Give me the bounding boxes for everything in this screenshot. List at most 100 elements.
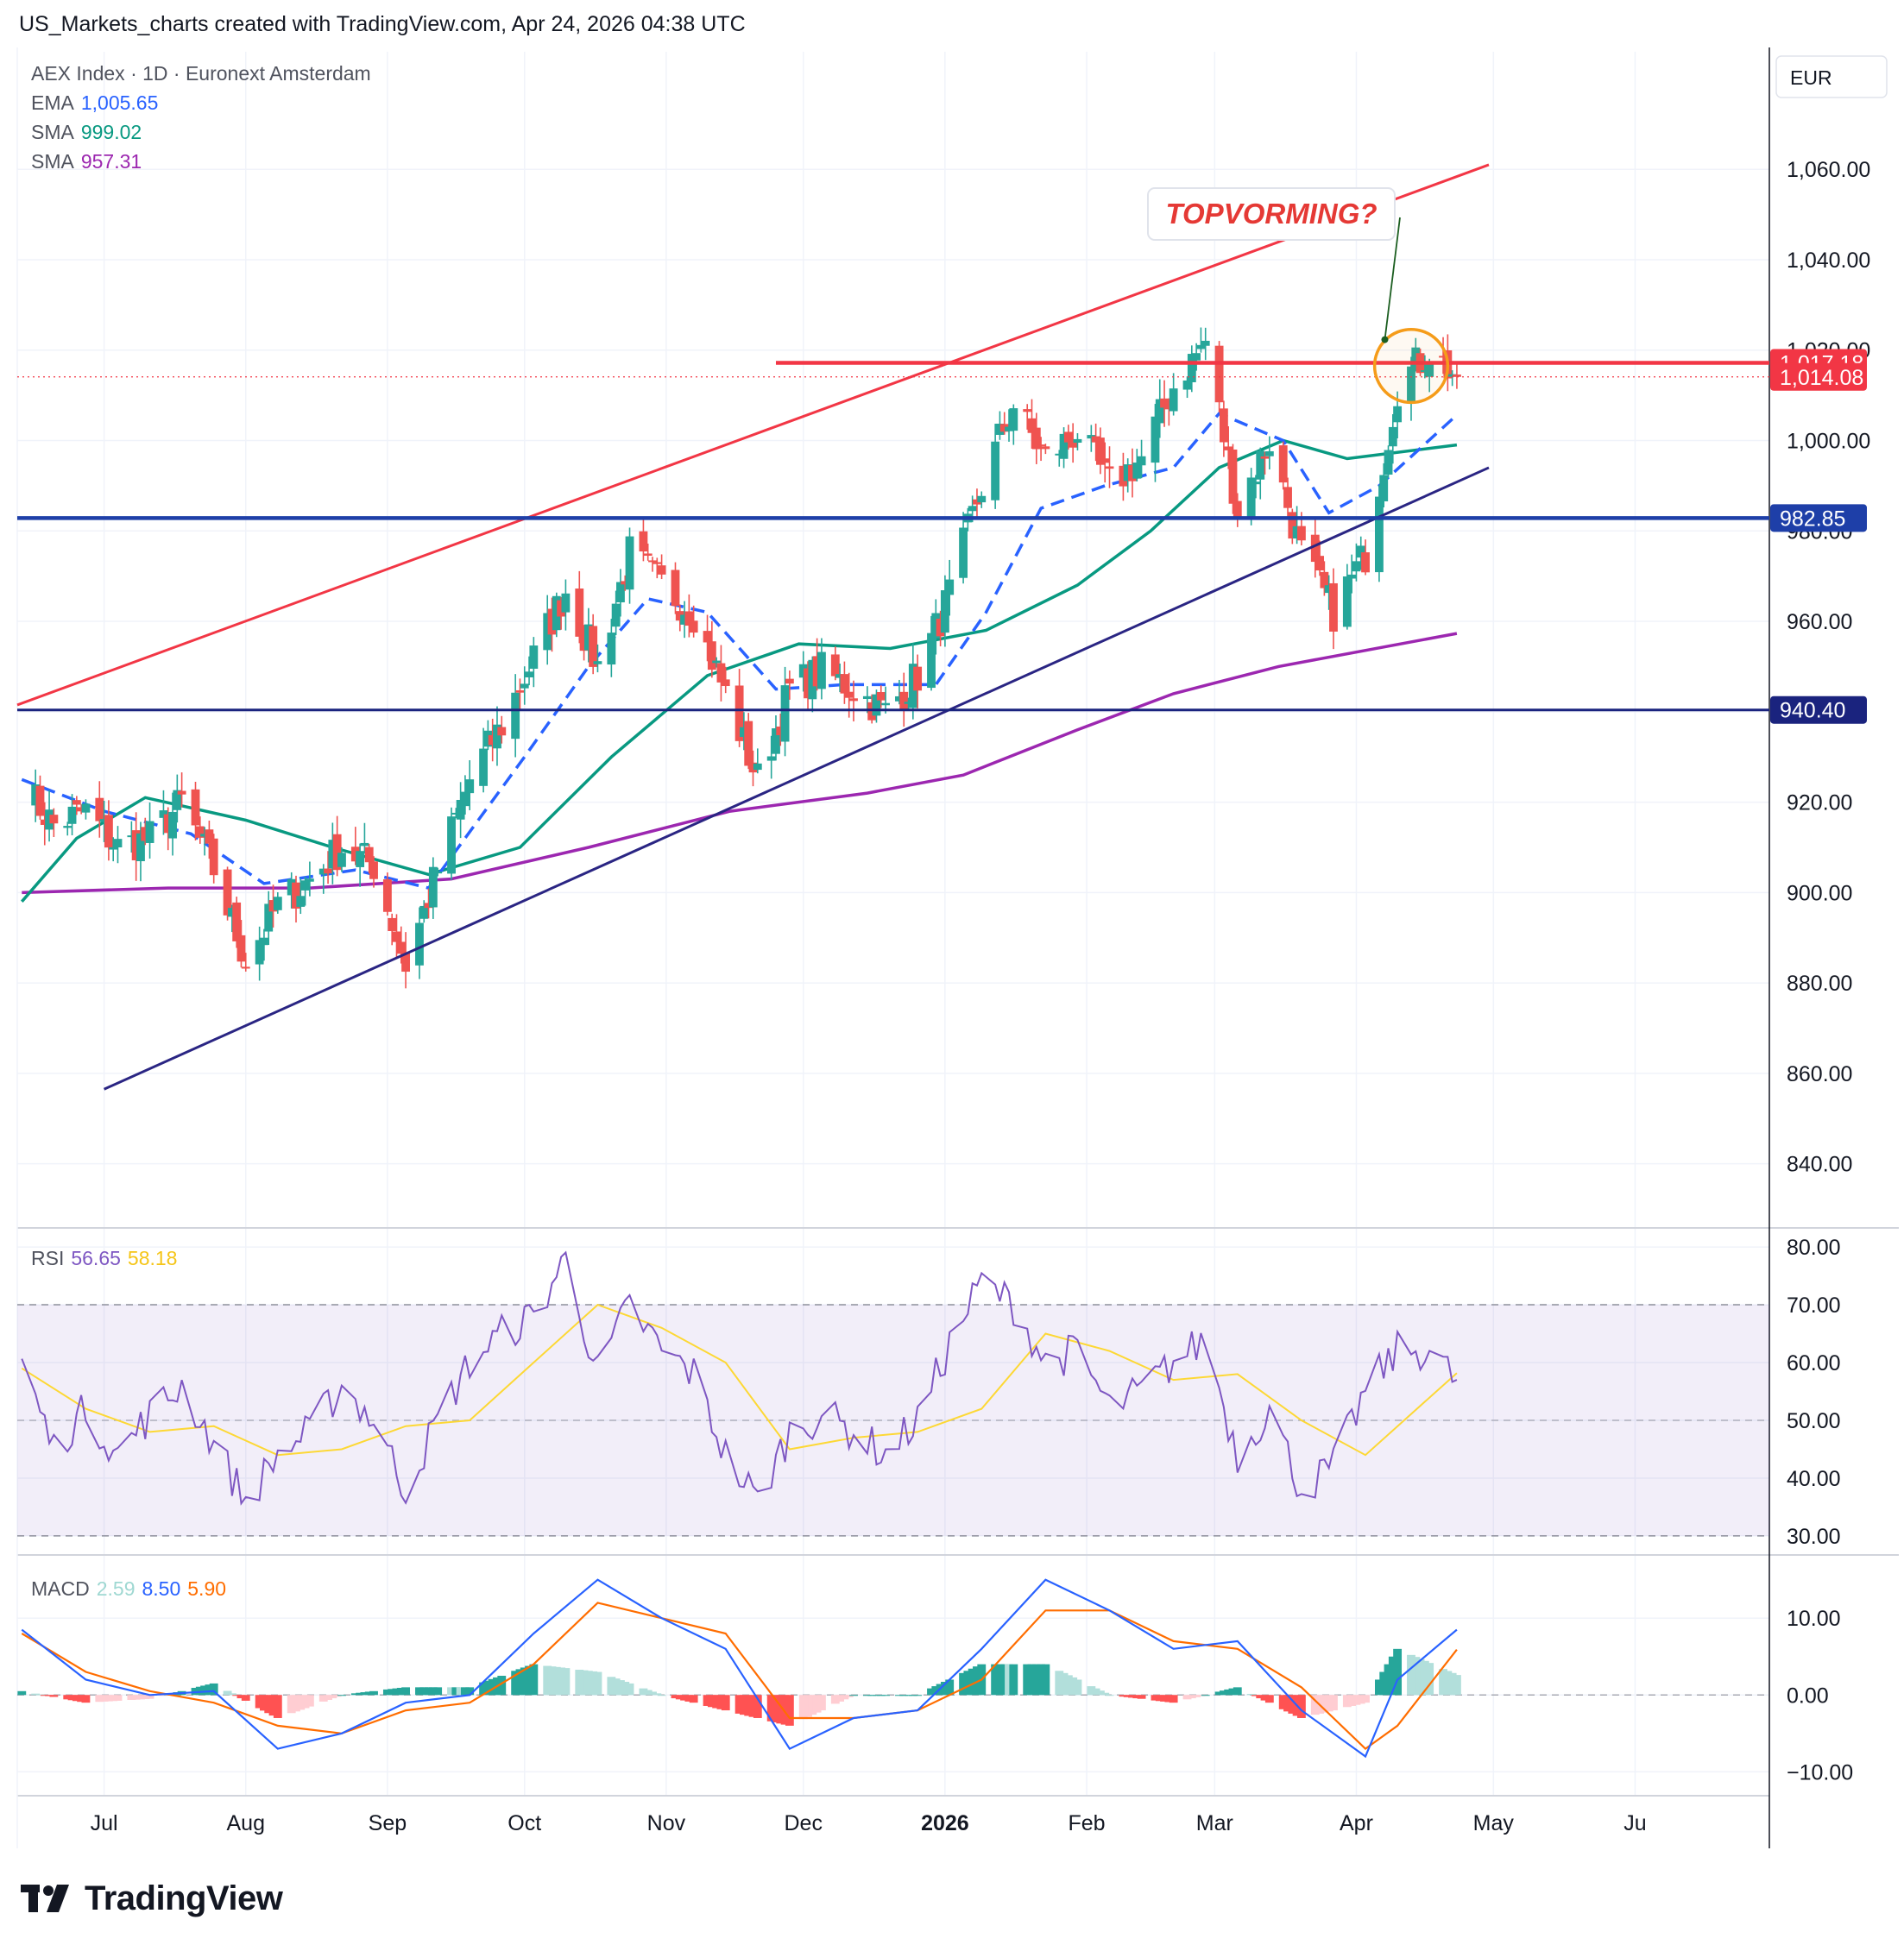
candle-body xyxy=(844,691,854,698)
rsi-legend: RSI 56.65 58.18 xyxy=(31,1243,177,1273)
macd-hist-bar xyxy=(1310,1695,1320,1715)
macd-hist-bar xyxy=(1063,1675,1073,1696)
trend-line xyxy=(16,163,1490,707)
macd-hist-bar xyxy=(999,1664,1009,1696)
time-tick-label: Sep xyxy=(369,1811,407,1835)
candle-body xyxy=(45,809,54,830)
macd-hist-bar xyxy=(67,1695,77,1701)
macd-hist-bar xyxy=(552,1666,561,1696)
price-label-box xyxy=(1770,504,1867,532)
candle-body xyxy=(772,728,780,754)
header: US_Markets_charts created with TradingVi… xyxy=(0,0,1904,52)
macd-hist-bar xyxy=(488,1678,497,1696)
candle-body xyxy=(968,506,977,512)
macd-hist-bar xyxy=(300,1695,310,1709)
macd-hist-bar xyxy=(680,1695,690,1701)
macd-hist-bar xyxy=(607,1677,616,1696)
price-tick-label: 840.00 xyxy=(1787,1153,1852,1177)
candle-body xyxy=(131,830,141,861)
candle-body xyxy=(1023,409,1032,412)
candle-body xyxy=(173,790,182,810)
candle-body xyxy=(1411,347,1421,368)
candle-body xyxy=(808,659,817,700)
candle-body xyxy=(145,821,154,843)
candle-body xyxy=(1164,401,1174,410)
candle-body xyxy=(589,626,598,667)
macd-hist-bar xyxy=(1069,1677,1078,1696)
macd-hist-bar xyxy=(675,1695,684,1700)
macd-hist-bar xyxy=(968,1668,977,1696)
candle-body xyxy=(49,815,59,824)
macd-hist-bar xyxy=(904,1695,913,1696)
macd-hist-bar xyxy=(798,1695,808,1720)
macd-hist-bar xyxy=(671,1695,680,1699)
candle-body xyxy=(451,812,461,815)
candle-body xyxy=(364,847,374,863)
candle-body xyxy=(862,696,872,700)
macd-hist-bar xyxy=(876,1695,886,1696)
candle-body xyxy=(515,689,525,693)
annotation: TOPVORMING? xyxy=(1147,187,1401,343)
macd-hist-bar xyxy=(804,1695,812,1717)
candle-body xyxy=(520,683,529,689)
candle-body xyxy=(419,905,429,919)
macd-hist-bar xyxy=(260,1695,268,1711)
candle-body xyxy=(812,656,822,687)
macd-hist-bar xyxy=(748,1695,758,1717)
macd-hist-bar xyxy=(945,1679,955,1696)
macd-hist-bar xyxy=(1384,1664,1393,1696)
candle-body xyxy=(616,582,625,603)
macd-hist-bar xyxy=(241,1695,250,1701)
macd-hist-bar xyxy=(45,1695,54,1696)
annotation-box xyxy=(1147,187,1396,241)
macd-hist-bar xyxy=(557,1667,566,1696)
macd-hist-bar xyxy=(593,1671,602,1696)
candle-body xyxy=(621,581,630,585)
candle-body xyxy=(1393,406,1403,423)
candle-body xyxy=(1187,354,1196,382)
macd-hist-bar xyxy=(1347,1695,1357,1706)
macd-hist-bar xyxy=(1192,1695,1201,1697)
candle-body xyxy=(1246,477,1256,519)
macd-hist-bar xyxy=(109,1695,118,1702)
candle-body xyxy=(255,940,264,965)
macd-hist-bar xyxy=(273,1695,282,1718)
macd-hist-bar xyxy=(895,1695,904,1696)
macd-hist-bar xyxy=(227,1693,236,1696)
candle-body xyxy=(360,842,369,847)
macd-hist-bar xyxy=(433,1687,443,1696)
candle-body xyxy=(684,611,694,626)
macd-hist-bar xyxy=(127,1695,136,1700)
macd-hist-bar xyxy=(104,1695,113,1702)
macd-hist-bar xyxy=(1324,1695,1333,1712)
candle-body xyxy=(739,727,748,737)
candle-body xyxy=(1119,465,1128,487)
candle-body xyxy=(1388,426,1397,447)
macd-hist-bar xyxy=(392,1688,401,1696)
rsi-value: 56.65 xyxy=(71,1247,121,1269)
macd-hist-bar xyxy=(113,1695,123,1701)
macd-hist-bar xyxy=(862,1695,872,1696)
macd-hist-bar xyxy=(223,1690,232,1696)
candle-body xyxy=(428,866,438,908)
macd-hist-bar xyxy=(1155,1695,1164,1702)
macd-hist-bar xyxy=(1356,1695,1365,1704)
price-tick-label: 860.00 xyxy=(1787,1062,1852,1086)
price-label-box xyxy=(1770,362,1867,391)
macd-hist-bar xyxy=(1361,1695,1370,1703)
macd-hist-bar xyxy=(1128,1695,1137,1698)
candle-body xyxy=(209,838,218,876)
macd-hist-bar xyxy=(95,1695,104,1703)
candle-body xyxy=(639,531,648,552)
macd-hist-bar xyxy=(785,1695,794,1726)
macd-hist-bar xyxy=(1320,1695,1329,1713)
candle-body xyxy=(1374,496,1384,573)
price-tick-label: 920.00 xyxy=(1787,791,1852,815)
macd-tick-label: 0.00 xyxy=(1787,1684,1829,1708)
candle-body xyxy=(77,807,86,812)
rsi-ma-line xyxy=(21,1303,1458,1457)
candle-body xyxy=(1447,374,1457,377)
candle-body xyxy=(1027,418,1037,433)
macd-hist-bar xyxy=(205,1684,214,1696)
